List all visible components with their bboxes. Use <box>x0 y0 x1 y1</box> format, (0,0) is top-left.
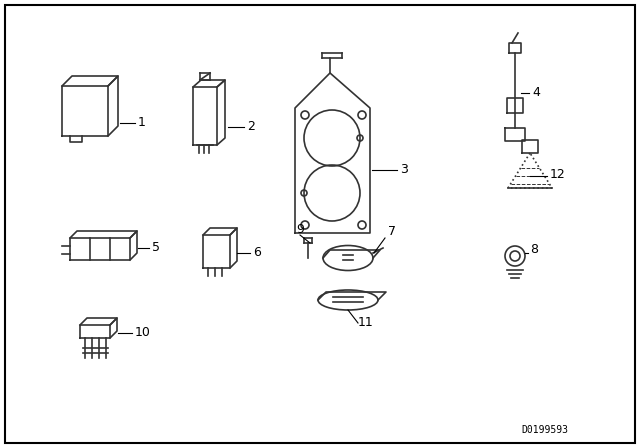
Text: D0199593: D0199593 <box>522 425 568 435</box>
Text: 2: 2 <box>247 120 255 133</box>
Text: 12: 12 <box>550 168 566 181</box>
Text: 5: 5 <box>152 241 160 254</box>
Text: 11: 11 <box>358 316 374 329</box>
Text: 3: 3 <box>400 163 408 176</box>
Text: 8: 8 <box>530 243 538 256</box>
Text: 6: 6 <box>253 246 261 259</box>
Text: 1: 1 <box>138 116 146 129</box>
Text: 10: 10 <box>135 326 151 339</box>
Text: 7: 7 <box>388 225 396 238</box>
Text: 4: 4 <box>532 86 540 99</box>
Text: 9: 9 <box>296 223 304 236</box>
